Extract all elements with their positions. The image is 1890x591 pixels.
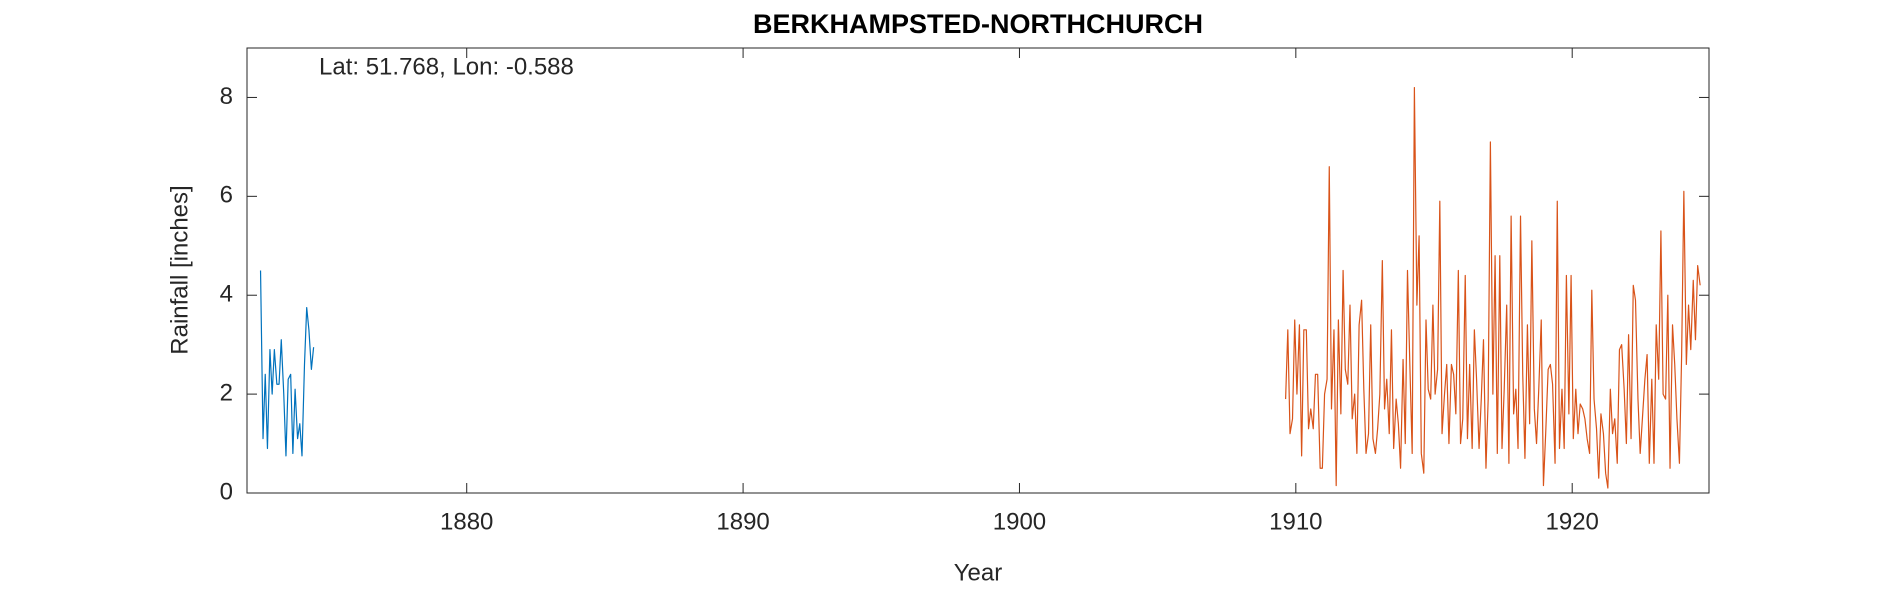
x-tick-label: 1910 <box>1269 508 1322 535</box>
y-axis-label: Rainfall [inches] <box>166 185 193 354</box>
axes-box <box>246 47 1710 494</box>
x-tick-label: 1900 <box>993 508 1046 535</box>
y-tick-label: 0 <box>220 478 233 505</box>
data-line <box>259 270 315 457</box>
y-tick-label: 4 <box>220 281 233 308</box>
y-tick-label: 8 <box>220 83 233 110</box>
x-tick-label: 1890 <box>716 508 769 535</box>
data-line <box>1285 86 1701 489</box>
x-tick-label: 1920 <box>1546 508 1599 535</box>
chart-title: BERKHAMPSTED-NORTHCHURCH <box>753 9 1203 39</box>
y-tick-label: 2 <box>220 379 233 406</box>
x-axis-label: Year <box>954 559 1003 586</box>
annotation: Lat: 51.768, Lon: -0.588 <box>319 53 574 80</box>
y-tick-label: 6 <box>220 182 233 209</box>
x-tick-label: 1880 <box>440 508 493 535</box>
